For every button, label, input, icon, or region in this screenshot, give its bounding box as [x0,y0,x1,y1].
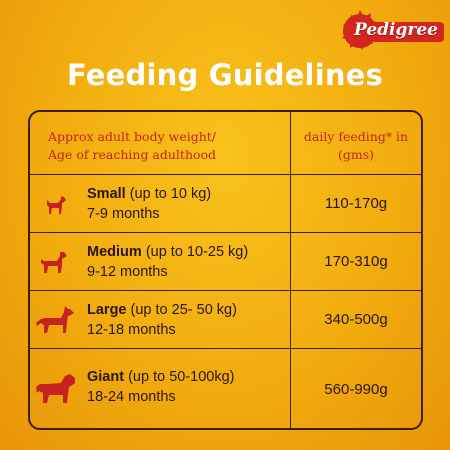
large-dog-icon [36,306,74,333]
header-left-line1: Approx adult body weight/ [48,129,216,144]
small-dog-icon [47,196,66,214]
size-name: Small [87,186,126,202]
adult-age: 18-24 months [87,389,176,405]
header-weight-age: Approx adult body weight/ Age of reachin… [48,128,216,164]
size-label: Medium (up to 10-25 kg) [87,244,248,260]
weight-range: (up to 25- 50 kg) [130,302,237,318]
daily-amount: 560-990g [324,381,388,398]
header-daily-feeding: daily feeding* in (gms) [291,128,421,164]
giant-dog-icon [36,374,75,403]
column-divider [290,112,291,428]
adult-age: 12-18 months [87,322,176,338]
table-header-row: Approx adult body weight/ Age of reachin… [30,112,421,174]
table-row: Giant (up to 50-100kg) 18-24 months 560-… [30,348,421,428]
size-name: Giant [87,369,125,385]
adult-age: 9-12 months [87,264,168,280]
size-name: Large [87,302,127,318]
adult-age: 7-9 months [87,206,160,222]
brand-name: Pedigree [354,20,438,40]
weight-range: (up to 10-25 kg) [145,244,249,260]
table-row: Small (up to 10 kg) 7-9 months 110-170g [30,174,421,232]
daily-amount: 110-170g [324,195,388,212]
weight-range: (up to 50-100kg) [128,369,235,385]
header-right-line2: (gms) [337,147,375,162]
size-label: Large (up to 25- 50 kg) [87,302,237,318]
header-right-line1: daily feeding* in [303,129,409,144]
daily-amount: 340-500g [324,311,388,328]
medium-dog-icon [41,252,67,273]
size-label: Giant (up to 50-100kg) [87,369,235,385]
page-title: Feeding Guidelines [66,58,384,92]
size-label: Small (up to 10 kg) [87,186,211,202]
table-row: Medium (up to 10-25 kg) 9-12 months 170-… [30,232,421,290]
header-left-line2: Age of reaching adulthood [48,147,217,162]
table-row: Large (up to 25- 50 kg) 12-18 months 340… [30,290,421,348]
feeding-table: Approx adult body weight/ Age of reachin… [28,110,423,430]
pedigree-logo: Pedigree [340,8,446,54]
daily-amount: 170-310g [324,253,388,270]
size-name: Medium [87,244,142,260]
weight-range: (up to 10 kg) [129,186,212,202]
